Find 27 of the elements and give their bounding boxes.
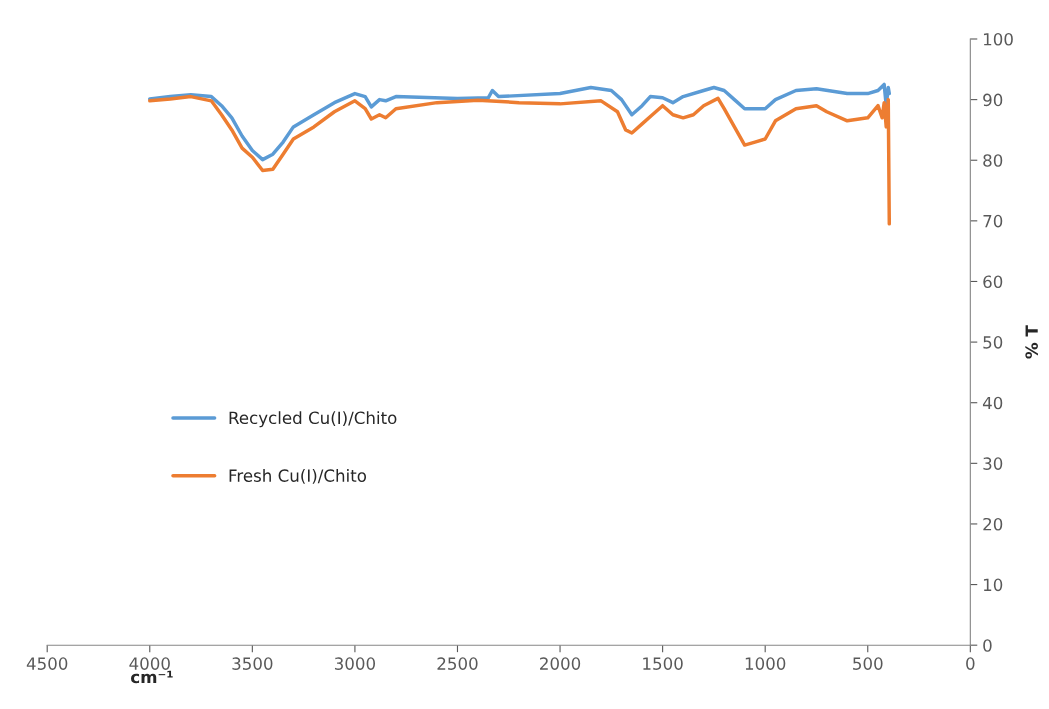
x-tick-label: 3000 <box>334 657 376 670</box>
x-tick-label: 1500 <box>643 657 683 670</box>
x-axis-title: cm⁻¹ <box>131 670 173 684</box>
line-series <box>148 82 892 162</box>
y-tick-label: 0 <box>983 639 992 652</box>
legend-label: Fresh Cu(I)/Chito <box>229 469 367 484</box>
x-tick-label: 4500 <box>26 657 68 670</box>
x-tick-label: 2000 <box>540 657 581 670</box>
x-tick-label: 4000 <box>129 657 170 670</box>
line-series <box>148 94 892 226</box>
x-tick-label: 1000 <box>745 657 786 670</box>
y-tick-label: 90 <box>983 93 1003 107</box>
x-tick-label: 0 <box>966 657 975 670</box>
y-tick-label: 50 <box>983 336 1003 349</box>
y-tick-label: 100 <box>983 32 1013 46</box>
y-tick-label: 70 <box>983 214 1003 228</box>
x-tick-label: 2500 <box>437 657 478 670</box>
legend-label: Recycled Cu(I)/Chito <box>229 411 397 428</box>
x-tick-label: 500 <box>853 657 883 670</box>
y-tick-label: 20 <box>983 517 1003 531</box>
x-tick-label: 3500 <box>232 657 273 670</box>
y-tick-label: 30 <box>983 457 1003 470</box>
y-tick-label: 80 <box>983 154 1003 167</box>
y-tick-label: 40 <box>982 396 1003 410</box>
y-tick-label: 60 <box>983 275 1003 289</box>
y-tick-label: 10 <box>983 578 1003 592</box>
y-axis-title: % T <box>1025 325 1038 359</box>
